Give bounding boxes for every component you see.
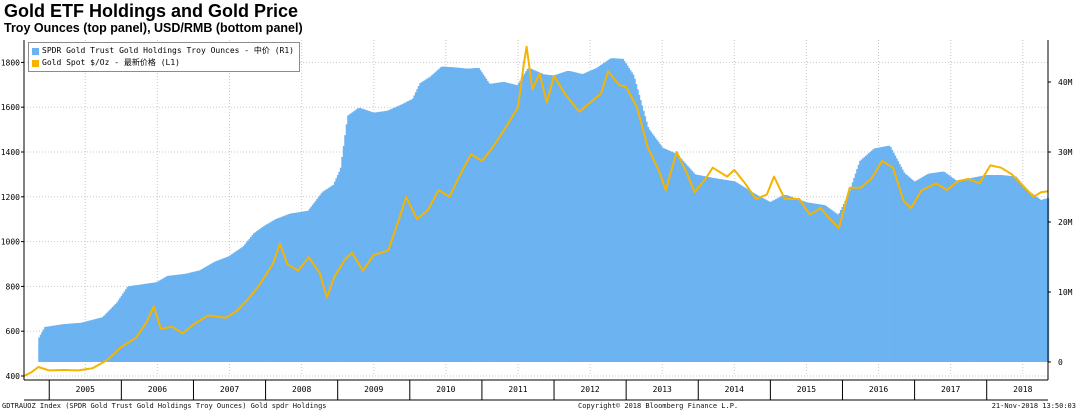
x-tick-label: 2007 bbox=[220, 385, 239, 394]
x-tick-label: 2006 bbox=[148, 385, 167, 394]
x-tick-label: 2011 bbox=[508, 385, 527, 394]
x-tick-label: 2018 bbox=[1013, 385, 1032, 394]
footer-source: GDTRAUOZ Index (SPDR Gold Trust Gold Hol… bbox=[2, 402, 327, 410]
legend-item-gold-spot: Gold Spot $/Oz - 最新价格 (L1) bbox=[32, 57, 294, 69]
y-left-tick-label: 1600 bbox=[1, 103, 20, 112]
y-axis-right-labels: 0 10M 20M 30M 40M bbox=[1048, 78, 1073, 367]
x-tick-label: 2005 bbox=[76, 385, 95, 394]
holdings-bars bbox=[38, 58, 1050, 363]
y-right-tick-label: 30M bbox=[1058, 148, 1073, 157]
y-right-tick-label: 10M bbox=[1058, 288, 1073, 297]
y-left-tick-label: 1200 bbox=[1, 193, 20, 202]
chart-subtitle: Troy Ounces (top panel), USD/RMB (bottom… bbox=[4, 21, 303, 35]
x-axis-labels: 2005 2006 2007 2008 2009 2010 2011 2012 2013 2014… bbox=[48, 380, 1033, 400]
legend-label-holdings: SPDR Gold Trust Gold Holdings Troy Ounce… bbox=[42, 46, 295, 55]
y-left-tick-label: 1400 bbox=[1, 148, 20, 157]
footer-copyright: Copyright© 2018 Bloomberg Finance L.P. bbox=[578, 402, 739, 410]
y-right-tick-label: 40M bbox=[1058, 78, 1073, 87]
y-left-tick-label: 1800 bbox=[1, 58, 20, 67]
legend-label-gold-spot: Gold Spot $/Oz - 最新价格 (L1) bbox=[42, 58, 180, 67]
legend-swatch-holdings bbox=[32, 47, 39, 55]
x-tick-label: 2014 bbox=[725, 385, 744, 394]
y-left-tick-label: 1000 bbox=[1, 238, 20, 247]
y-left-tick-label: 400 bbox=[6, 372, 21, 381]
x-tick-label: 2010 bbox=[436, 385, 455, 394]
legend-item-holdings: SPDR Gold Trust Gold Holdings Troy Ounce… bbox=[32, 45, 294, 57]
x-tick-label: 2012 bbox=[580, 385, 599, 394]
legend-swatch-gold-spot bbox=[32, 59, 39, 67]
x-tick-label: 2016 bbox=[869, 385, 888, 394]
y-right-tick-label: 0 bbox=[1058, 358, 1063, 367]
x-tick-label: 2013 bbox=[653, 385, 672, 394]
x-tick-label: 2009 bbox=[364, 385, 383, 394]
x-tick-label: 2015 bbox=[797, 385, 816, 394]
footer-timestamp: 21-Nov-2018 13:50:03 bbox=[991, 402, 1076, 410]
x-tick-label: 2008 bbox=[292, 385, 311, 394]
chart-area: 400 600 800 1000 1200 1400 1600 1800 0 10M 20M 30M 4… bbox=[1, 40, 1073, 401]
y-left-tick-label: 600 bbox=[6, 327, 21, 336]
y-left-tick-label: 800 bbox=[6, 282, 21, 291]
gold-spot-line bbox=[23, 45, 1049, 377]
x-tick-label: 2017 bbox=[941, 385, 960, 394]
y-right-tick-label: 20M bbox=[1058, 218, 1073, 227]
chart-title: Gold ETF Holdings and Gold Price bbox=[4, 1, 299, 21]
y-axis-left-labels: 400 600 800 1000 1200 1400 1600 1800 bbox=[1, 58, 24, 381]
chart-legend: SPDR Gold Trust Gold Holdings Troy Ounce… bbox=[28, 42, 301, 72]
